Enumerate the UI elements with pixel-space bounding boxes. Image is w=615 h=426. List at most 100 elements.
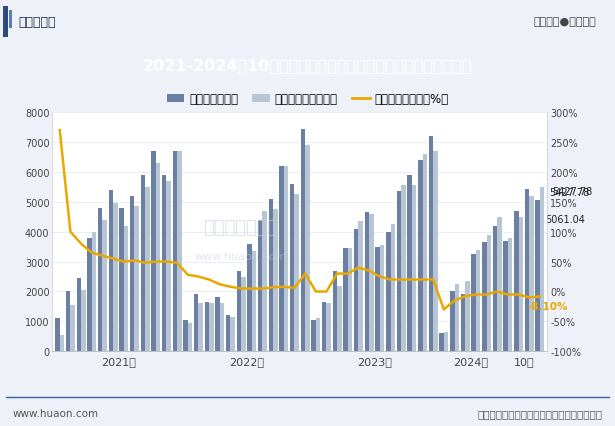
Bar: [231, 317, 235, 351]
Bar: [461, 295, 465, 351]
Bar: [87, 238, 92, 351]
Bar: [3, 7, 8, 38]
Bar: [162, 176, 167, 351]
Text: 数据来源：国家统计局；华经产业研究院整理: 数据来源：国家统计局；华经产业研究院整理: [478, 408, 603, 418]
Bar: [322, 302, 327, 351]
Bar: [188, 323, 192, 351]
Text: 5427.78: 5427.78: [553, 187, 593, 196]
Bar: [173, 152, 177, 351]
Bar: [333, 271, 337, 351]
Bar: [273, 210, 277, 351]
Bar: [391, 225, 395, 351]
Bar: [429, 137, 433, 351]
Bar: [504, 241, 508, 351]
Bar: [92, 232, 96, 351]
Bar: [327, 304, 331, 351]
Bar: [205, 302, 209, 351]
Bar: [156, 164, 161, 351]
Bar: [9, 11, 12, 29]
Legend: 商品房（亿元）, 商品房住宅（亿元）, 商品房销售增速（%）: 商品房（亿元）, 商品房住宅（亿元）, 商品房销售增速（%）: [162, 88, 453, 110]
Bar: [476, 250, 480, 351]
Bar: [337, 286, 342, 351]
Bar: [151, 152, 156, 351]
Bar: [401, 186, 406, 351]
Bar: [241, 277, 245, 351]
Bar: [295, 195, 299, 351]
Bar: [525, 190, 530, 351]
Bar: [263, 211, 267, 351]
Bar: [450, 292, 454, 351]
Bar: [301, 129, 305, 351]
Bar: [279, 167, 284, 351]
Bar: [109, 190, 113, 351]
Bar: [497, 217, 502, 351]
Bar: [407, 176, 412, 351]
Text: -8.10%: -8.10%: [527, 302, 568, 312]
Bar: [209, 304, 213, 351]
Bar: [252, 251, 256, 351]
Bar: [518, 217, 523, 351]
Bar: [55, 319, 60, 351]
Bar: [530, 196, 534, 351]
Bar: [130, 196, 135, 351]
Bar: [77, 278, 81, 351]
Bar: [284, 167, 288, 351]
Bar: [454, 284, 459, 351]
Text: 5427.78: 5427.78: [549, 187, 590, 198]
Bar: [354, 229, 359, 351]
Bar: [70, 305, 75, 351]
Bar: [167, 181, 171, 351]
Bar: [514, 211, 518, 351]
Bar: [177, 152, 181, 351]
Bar: [365, 213, 369, 351]
Bar: [343, 248, 348, 351]
Bar: [386, 232, 391, 351]
Text: 专业严谨●客观科学: 专业严谨●客观科学: [534, 17, 597, 27]
Bar: [258, 220, 263, 351]
Bar: [439, 334, 444, 351]
Bar: [215, 298, 220, 351]
Bar: [290, 184, 295, 351]
Bar: [135, 207, 139, 351]
Bar: [226, 316, 231, 351]
Bar: [183, 320, 188, 351]
Bar: [316, 319, 320, 351]
Text: 2021-2024年10月上海市房地产商品住宅及商品住宅现房销售额: 2021-2024年10月上海市房地产商品住宅及商品住宅现房销售额: [143, 58, 472, 72]
Bar: [465, 281, 470, 351]
Bar: [305, 146, 309, 351]
Bar: [348, 248, 352, 351]
Bar: [412, 186, 416, 351]
Text: 华经情报网: 华经情报网: [18, 16, 56, 29]
Bar: [540, 187, 544, 351]
Bar: [536, 201, 540, 351]
Bar: [113, 204, 117, 351]
Bar: [98, 208, 103, 351]
Bar: [145, 187, 149, 351]
Bar: [486, 235, 491, 351]
Bar: [66, 292, 70, 351]
Bar: [508, 238, 512, 351]
Bar: [194, 295, 199, 351]
Bar: [482, 242, 486, 351]
Bar: [471, 254, 476, 351]
Text: 5061.04: 5061.04: [546, 214, 585, 224]
Bar: [247, 244, 252, 351]
Bar: [493, 226, 497, 351]
Bar: [199, 304, 203, 351]
Bar: [269, 199, 273, 351]
Bar: [119, 208, 124, 351]
Text: www.huaon.com: www.huaon.com: [194, 251, 287, 261]
Bar: [141, 176, 145, 351]
Bar: [220, 304, 224, 351]
Bar: [103, 220, 107, 351]
Bar: [369, 214, 374, 351]
Text: 华经产业研究院: 华经产业研究院: [203, 219, 278, 236]
Bar: [124, 226, 129, 351]
Bar: [237, 271, 241, 351]
Bar: [81, 291, 85, 351]
Bar: [380, 245, 384, 351]
Bar: [444, 332, 448, 351]
Bar: [375, 247, 380, 351]
Bar: [397, 192, 401, 351]
Bar: [359, 222, 363, 351]
